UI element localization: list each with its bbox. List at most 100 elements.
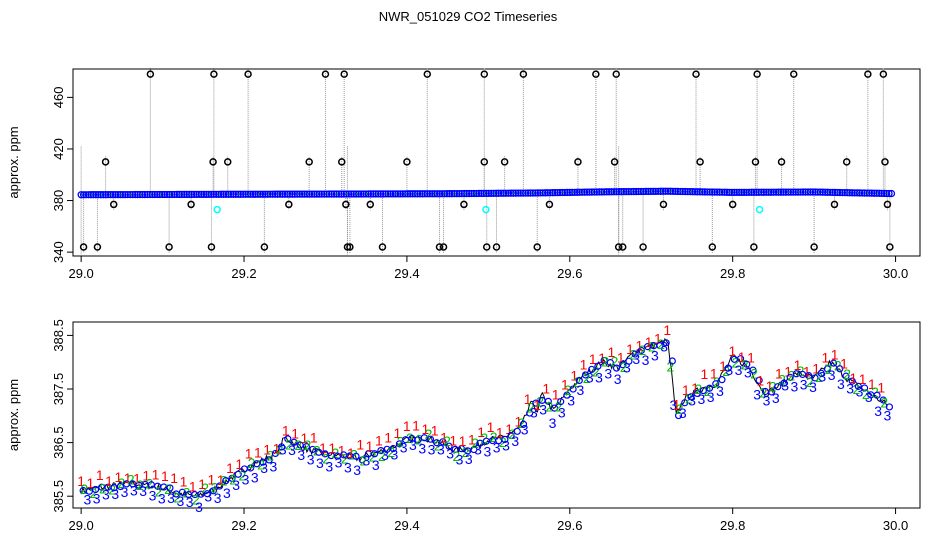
data-point xyxy=(411,190,419,198)
data-point xyxy=(85,487,93,495)
data-point xyxy=(865,189,874,197)
marker-label: 3 xyxy=(530,404,538,420)
data-point xyxy=(381,190,390,198)
outlier-point xyxy=(750,243,758,251)
data-point xyxy=(141,190,149,199)
data-point xyxy=(224,190,233,198)
data-point xyxy=(278,443,286,451)
marker-label: 3 xyxy=(288,442,296,458)
marker-label: 1 xyxy=(691,380,699,396)
data-point xyxy=(337,190,346,198)
data-point xyxy=(738,188,746,197)
data-point xyxy=(637,346,645,355)
marker-label: 1 xyxy=(868,376,876,392)
outlier-point xyxy=(692,70,700,78)
data-point xyxy=(367,190,375,198)
data-point xyxy=(116,190,125,199)
marker-label: 2 xyxy=(825,361,833,377)
data-point xyxy=(178,190,186,199)
data-point xyxy=(514,189,522,197)
data-point xyxy=(750,188,758,196)
data-point xyxy=(227,190,235,198)
marker-label: 1 xyxy=(775,365,783,381)
y-axis-title: approx. ppm xyxy=(6,379,21,451)
data-point xyxy=(325,190,333,198)
outlier-point xyxy=(614,243,623,251)
marker-label: 2 xyxy=(164,481,172,497)
marker-label: 1 xyxy=(394,425,402,441)
data-point xyxy=(747,188,756,196)
marker-label: 1 xyxy=(245,445,253,461)
top-panel: 29.0 29.2 29.4 29.6 29.8 30.0 340 380 420 460 appr… xyxy=(6,68,921,281)
data-point xyxy=(151,190,159,199)
marker-label: 3 xyxy=(604,366,612,382)
data-point xyxy=(843,189,851,197)
marker-label: 3 xyxy=(781,378,789,394)
marker-label: 3 xyxy=(372,457,380,473)
outlier-point xyxy=(93,243,102,251)
marker-label: 3 xyxy=(130,483,138,499)
marker-label: 1 xyxy=(635,338,643,354)
marker-label: 2 xyxy=(862,386,870,402)
marker-label: 3 xyxy=(167,490,175,506)
marker-label: 1 xyxy=(235,456,243,472)
data-point xyxy=(681,187,689,196)
data-point xyxy=(699,387,707,395)
marker-label: 2 xyxy=(480,430,488,446)
marker-label: 2 xyxy=(759,384,767,400)
data-point xyxy=(470,445,478,454)
data-point xyxy=(575,376,583,385)
marker-label: 1 xyxy=(803,363,811,379)
marker-label: 3 xyxy=(660,339,668,355)
data-point xyxy=(266,190,274,198)
data-point xyxy=(666,187,675,195)
marker-label: 1 xyxy=(412,418,420,434)
data-point xyxy=(160,190,169,199)
data-point xyxy=(296,190,304,198)
data-point xyxy=(612,188,621,196)
marker-label: 3 xyxy=(223,485,231,501)
data-point xyxy=(669,187,677,196)
data-point xyxy=(195,190,203,199)
marker-label: 3 xyxy=(418,440,426,456)
data-point xyxy=(804,188,812,196)
marker-label: 2 xyxy=(536,394,544,410)
marker-label: 1 xyxy=(338,442,346,458)
y-tick-label: 387.5 xyxy=(51,373,66,406)
marker-label: 2 xyxy=(676,401,684,417)
marker-label: 1 xyxy=(142,468,150,484)
x-tick-label: 30.0 xyxy=(883,266,908,281)
data-point xyxy=(502,189,510,197)
marker-label: 3 xyxy=(381,447,389,463)
marker-label: 1 xyxy=(505,421,513,437)
data-point xyxy=(443,190,451,198)
marker-label: 2 xyxy=(769,378,777,394)
marker-label: 1 xyxy=(291,425,299,441)
outlier-point xyxy=(338,158,346,166)
marker-label: 2 xyxy=(387,444,395,460)
marker-label: 1 xyxy=(589,351,597,367)
marker-label: 2 xyxy=(787,367,795,383)
data-point xyxy=(79,191,88,199)
data-point xyxy=(787,188,795,196)
marker-label: 1 xyxy=(366,438,374,454)
data-point xyxy=(817,369,825,377)
flagged-point xyxy=(482,205,490,214)
data-point xyxy=(136,190,144,199)
outlier-point xyxy=(618,243,627,251)
data-point xyxy=(439,438,447,446)
data-point xyxy=(416,190,424,198)
y-tick-label: 386.5 xyxy=(51,426,66,459)
data-point xyxy=(786,373,794,381)
outlier-point xyxy=(881,158,889,166)
marker-label: 2 xyxy=(452,448,460,464)
marker-label: 2 xyxy=(592,363,600,379)
data-point xyxy=(590,188,599,196)
outlier-point xyxy=(492,243,501,251)
data-point xyxy=(548,189,557,197)
data-point xyxy=(501,435,509,444)
data-point xyxy=(298,190,306,198)
marker-label: 2 xyxy=(797,363,805,379)
data-point xyxy=(674,411,683,420)
marker-label: 3 xyxy=(800,376,808,392)
